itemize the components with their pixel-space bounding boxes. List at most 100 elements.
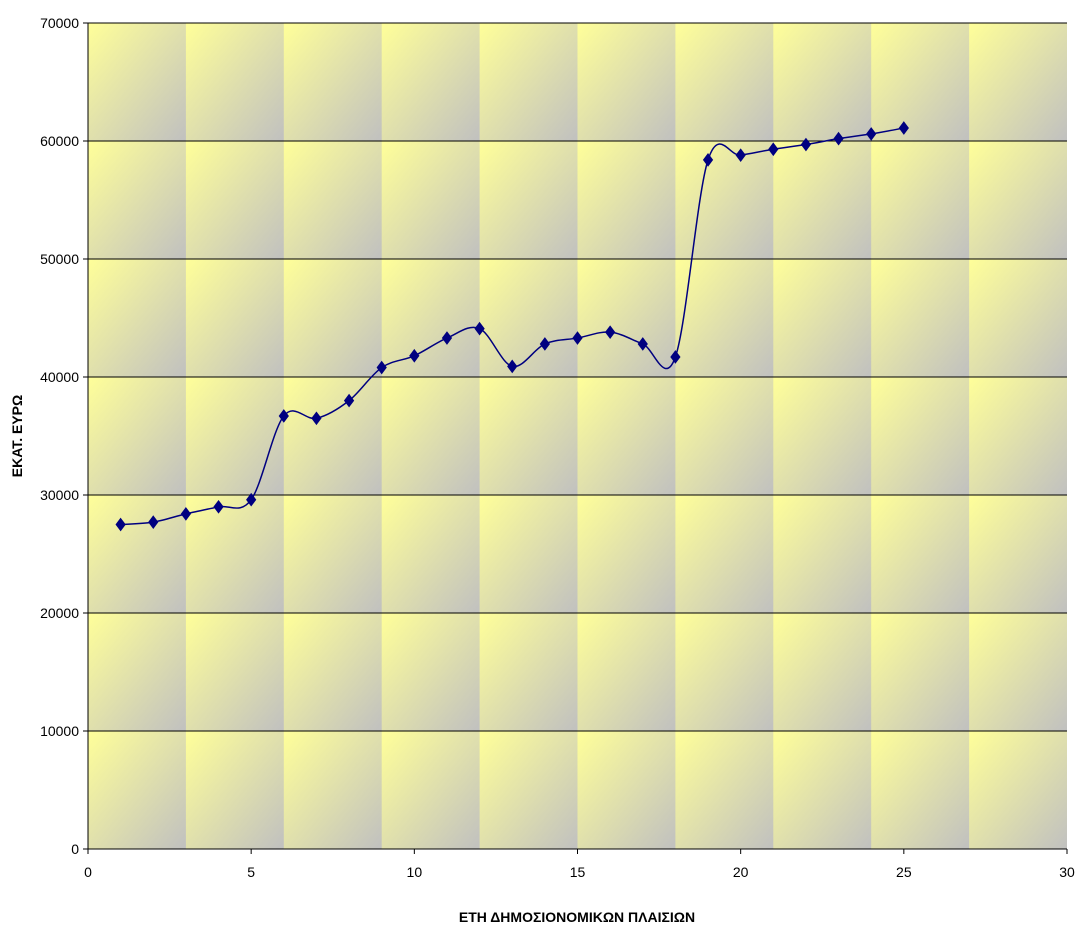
data-point-marker: [735, 148, 746, 162]
background-tile: [773, 377, 872, 496]
data-point-marker: [833, 131, 844, 146]
data-point-marker: [605, 325, 616, 339]
x-tick-label: 10: [407, 864, 423, 880]
y-axis-ticks: 0 10000 20000 30000 40000 50000 60000 70000: [40, 15, 88, 857]
background-tile: [577, 613, 676, 732]
background-tile: [675, 731, 774, 849]
series-markers: [115, 121, 909, 532]
background-tile: [773, 495, 872, 614]
y-tick-label: 50000: [40, 251, 79, 267]
background-tile: [773, 613, 872, 732]
background-tile: [871, 141, 970, 260]
data-point-marker: [898, 121, 909, 135]
x-tick-label: 20: [733, 864, 749, 880]
background-tile: [185, 495, 285, 614]
background-tile: [479, 23, 578, 142]
data-point-marker: [768, 142, 779, 157]
background-tile: [88, 613, 187, 732]
data-point-marker: [409, 348, 420, 363]
data-point-marker: [246, 492, 257, 507]
background-tile: [871, 259, 970, 378]
background-tile: [969, 495, 1067, 614]
background-tile: [381, 141, 481, 260]
background-tile: [675, 613, 774, 732]
background-tile: [871, 495, 970, 614]
background-tile: [479, 141, 578, 260]
background-tile: [283, 259, 383, 378]
x-axis-title: ΕΤΗ ΔΗΜΟΣΙΟΝΟΜΙΚΩΝ ΠΛΑΙΣΙΩΝ: [459, 909, 695, 925]
x-tick-label: 5: [247, 864, 255, 880]
data-point-marker: [148, 515, 159, 529]
background-tile: [969, 613, 1067, 732]
background-tile: [577, 495, 676, 614]
data-point-marker: [278, 409, 289, 423]
y-tick-label: 10000: [40, 723, 79, 739]
background-tile: [577, 731, 676, 849]
background-tile: [185, 613, 285, 732]
background-tile: [871, 731, 970, 849]
y-tick-label: 30000: [40, 487, 79, 503]
background-tile: [675, 377, 774, 496]
data-point-marker: [866, 127, 877, 141]
background-tile: [381, 259, 481, 378]
data-point-marker: [637, 337, 648, 351]
data-point-marker: [376, 360, 387, 375]
background-tile: [479, 731, 578, 849]
background-tile: [479, 495, 578, 614]
background-tile: [969, 731, 1067, 849]
background-tile: [969, 141, 1067, 260]
background-tile: [577, 23, 676, 142]
background-tile: [185, 23, 285, 142]
data-point-marker: [507, 359, 518, 374]
background-tile: [283, 613, 383, 732]
background-tile: [88, 731, 187, 849]
data-point-marker: [670, 350, 681, 364]
background-tile: [185, 259, 285, 378]
background-tile: [479, 377, 578, 496]
data-point-marker: [180, 507, 192, 521]
background-tile: [773, 259, 872, 378]
data-point-marker: [213, 499, 224, 514]
data-point-marker: [115, 517, 126, 532]
background-tile: [381, 377, 481, 496]
data-point-marker: [343, 393, 355, 408]
background-tile: [773, 23, 872, 142]
data-point-marker: [800, 137, 812, 152]
background-tile: [479, 259, 578, 378]
background-tile: [381, 613, 481, 732]
background-tile: [283, 731, 383, 849]
data-point-marker: [474, 321, 485, 336]
background-tile: [88, 23, 187, 142]
background-tile: [185, 377, 285, 496]
background-tile: [577, 259, 676, 378]
background-tile: [185, 141, 285, 260]
background-tile: [969, 259, 1067, 378]
x-axis-ticks: 0 5 10 15 20 25 30: [84, 849, 1075, 880]
x-tick-label: 25: [896, 864, 912, 880]
background-tile: [675, 23, 774, 142]
background-tile: [675, 259, 774, 378]
data-point-marker: [539, 337, 550, 351]
plot-background: [88, 23, 1067, 849]
background-tile: [675, 141, 774, 260]
background-tile: [675, 495, 774, 614]
background-tile: [773, 141, 872, 260]
x-tick-label: 30: [1059, 864, 1075, 880]
y-tick-label: 40000: [40, 369, 79, 385]
background-tile: [88, 141, 187, 260]
data-point-marker: [441, 331, 453, 345]
background-tile: [577, 141, 676, 260]
y-tick-label: 20000: [40, 605, 79, 621]
y-tick-label: 70000: [40, 15, 79, 31]
background-tile: [381, 495, 481, 614]
background-tile: [871, 613, 970, 732]
background-tile: [185, 731, 285, 849]
x-tick-label: 15: [570, 864, 586, 880]
y-tick-label: 0: [71, 841, 79, 857]
background-tile: [381, 23, 481, 142]
background-tile: [479, 613, 578, 732]
data-point-marker: [702, 153, 714, 167]
data-point-marker: [311, 411, 322, 426]
background-tile: [88, 377, 187, 496]
